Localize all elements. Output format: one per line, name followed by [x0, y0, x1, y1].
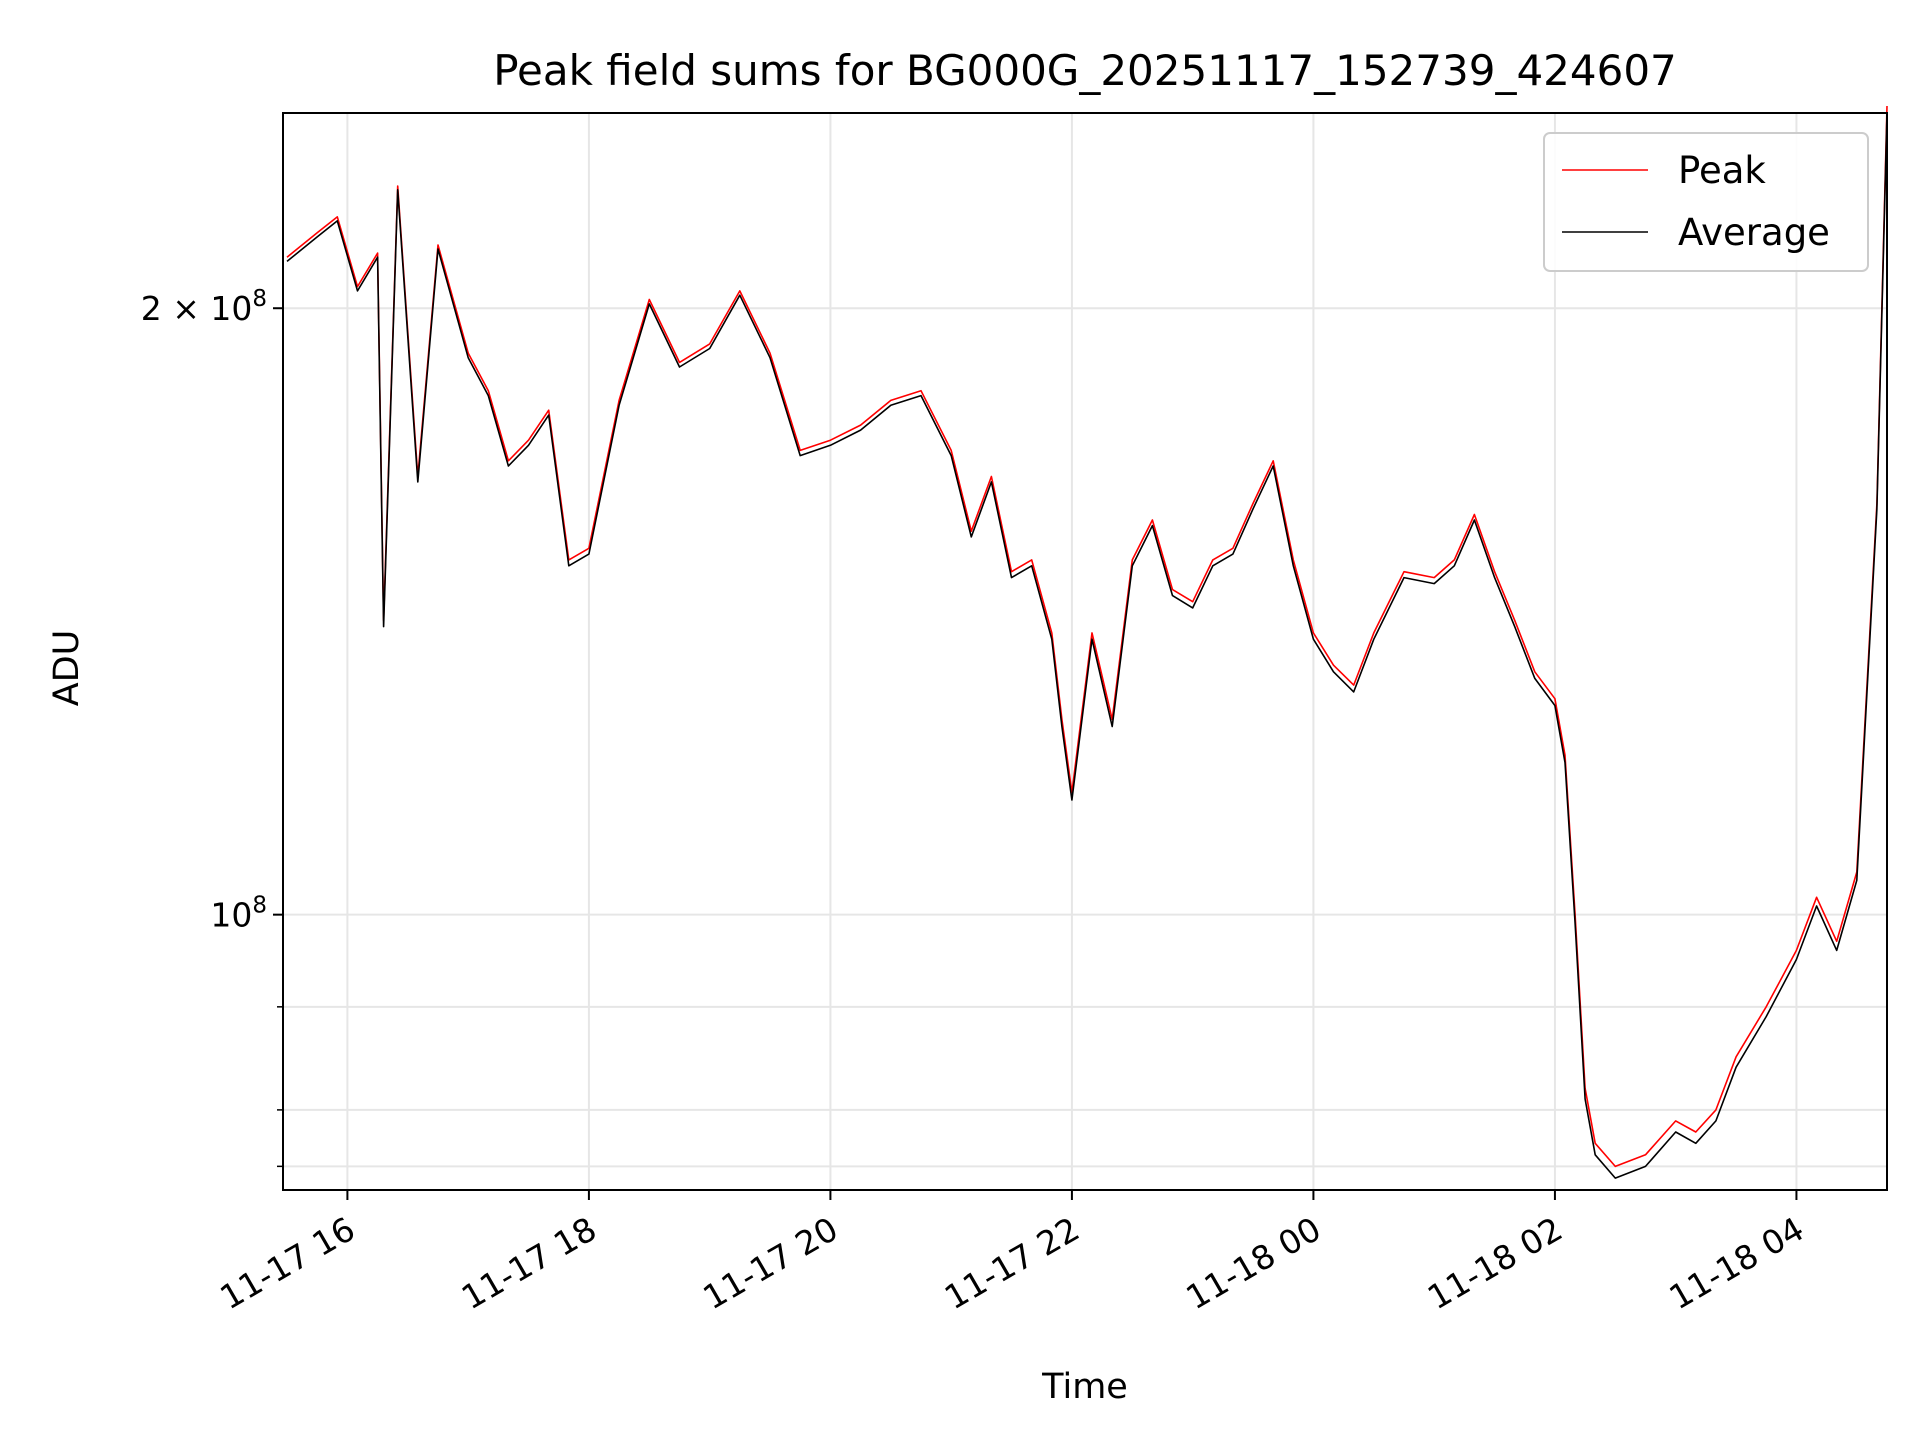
plot-frame: [282, 112, 1888, 1191]
x-axis-label: Time: [1041, 1367, 1128, 1407]
ticks: 11-17 16 11-17 18 11-17 20 11-17 22 11-18 00…: [141, 286, 1811, 1317]
legend-label-average: Average: [1678, 211, 1830, 254]
y-tick-label: 2 × 108: [141, 286, 267, 328]
series-line-average: [286, 112, 1888, 1179]
x-tick-label: 11-18 04: [1662, 1209, 1810, 1317]
x-tick-label: 11-17 18: [455, 1209, 603, 1317]
x-tick-label: 11-18 02: [1421, 1209, 1569, 1317]
legend: Peak Average: [1543, 132, 1869, 272]
y-tick-label: 108: [210, 893, 267, 935]
y-axis-label: ADU: [47, 630, 87, 707]
legend-box: [1543, 132, 1869, 272]
legend-label-peak: Peak: [1678, 149, 1766, 192]
chart-title: Peak field sums for BG000G_20251117_1527…: [493, 46, 1677, 95]
x-tick-label: 11-17 20: [696, 1209, 844, 1317]
plot-lines: [286, 105, 1888, 1179]
x-tick-label: 11-18 00: [1179, 1209, 1327, 1317]
x-tick-label: 11-17 16: [213, 1209, 361, 1317]
series-line-peak: [286, 105, 1888, 1168]
x-tick-label: 11-17 22: [938, 1209, 1086, 1317]
grid: [283, 113, 1887, 1190]
